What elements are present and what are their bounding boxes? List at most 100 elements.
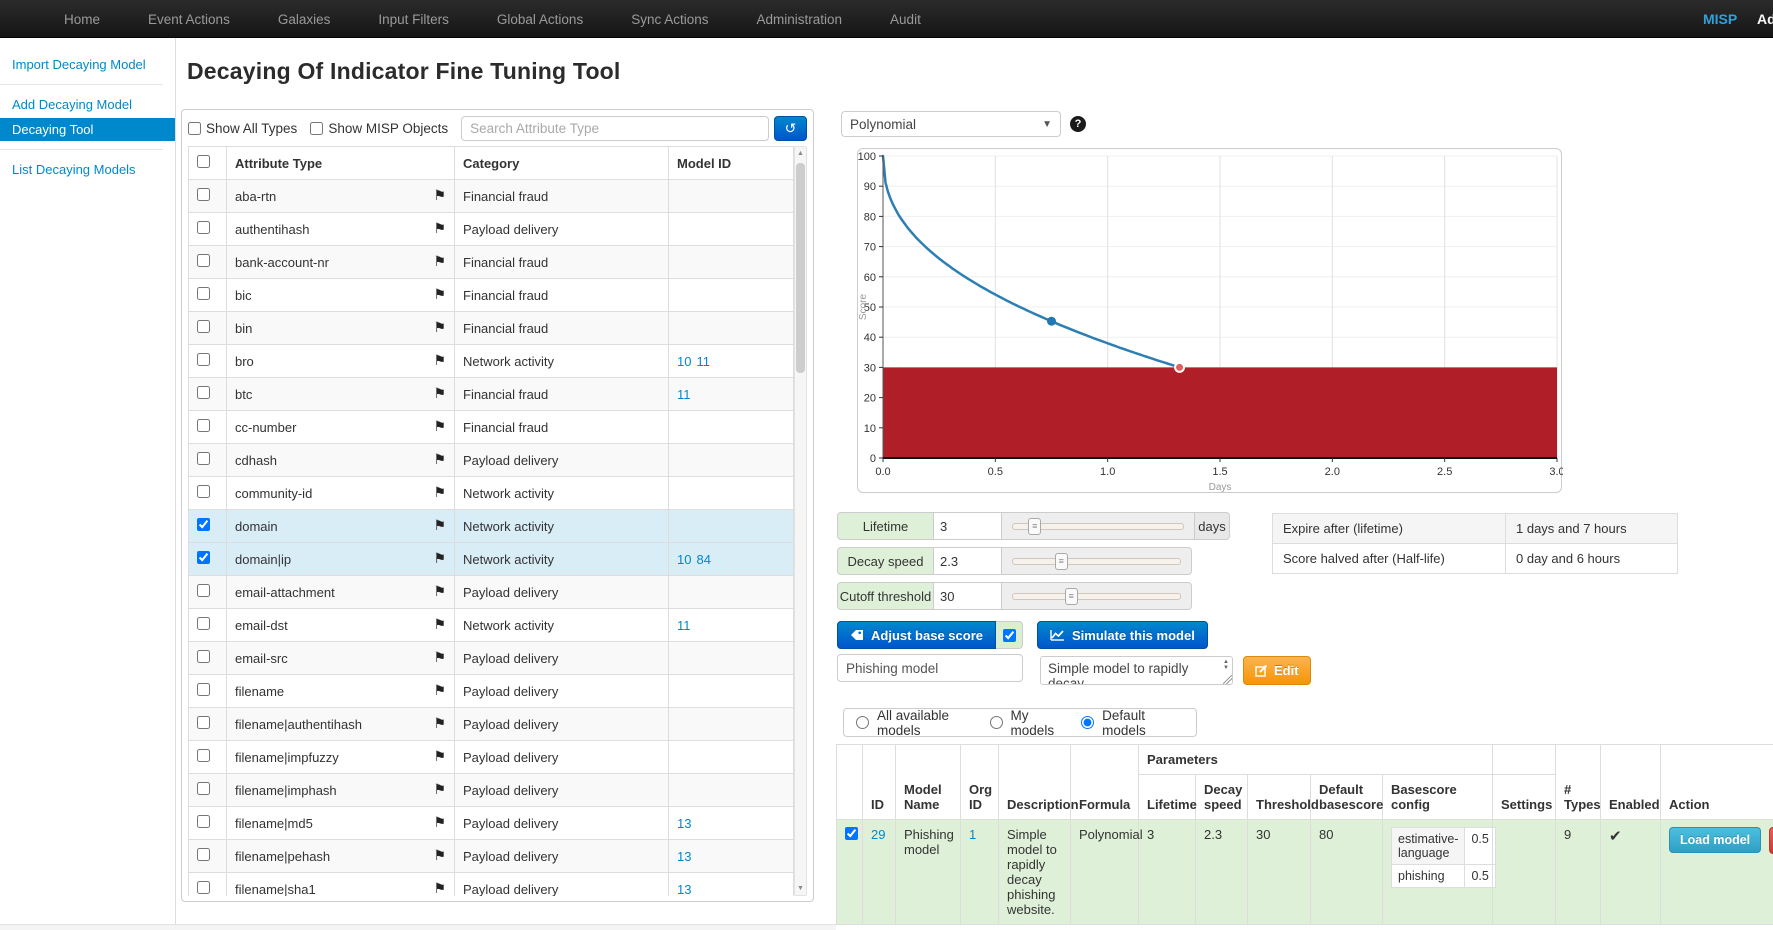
misp-brand[interactable]: MISP	[1703, 11, 1737, 27]
attribute-checkbox[interactable]	[197, 848, 210, 861]
flag-icon[interactable]: ⚑	[433, 286, 446, 303]
model-id-link[interactable]: 84	[696, 552, 710, 567]
spinner-down-icon[interactable]: ▼	[1223, 665, 1229, 671]
slider-handle[interactable]: ≡	[1055, 553, 1068, 570]
sidebar-item[interactable]: Add Decaying Model	[0, 93, 175, 116]
scrollbar[interactable]: ▲ ▼	[794, 146, 807, 896]
attribute-checkbox[interactable]	[197, 749, 210, 762]
flag-icon[interactable]: ⚑	[433, 517, 446, 534]
model-id-link[interactable]: 13	[677, 816, 691, 831]
nav-item[interactable]: Audit	[866, 12, 945, 27]
flag-icon[interactable]: ⚑	[433, 880, 446, 896]
pause-model-button[interactable]	[1769, 827, 1773, 854]
model-id-link[interactable]: 11	[677, 618, 691, 633]
attribute-checkbox[interactable]	[197, 551, 210, 564]
slider-track[interactable]: ≡	[1012, 593, 1181, 600]
model-id-link[interactable]: 11	[696, 354, 710, 369]
scrollbar-thumb[interactable]	[796, 163, 805, 373]
slider-track[interactable]: ≡	[1012, 523, 1184, 530]
model-name-input[interactable]	[837, 654, 1023, 682]
sidebar-item[interactable]: Import Decaying Model	[0, 53, 175, 76]
attribute-checkbox[interactable]	[197, 617, 210, 630]
nav-item[interactable]: Administration	[733, 12, 867, 27]
attribute-checkbox[interactable]	[197, 782, 210, 795]
attribute-checkbox[interactable]	[197, 254, 210, 267]
sidebar-item[interactable]: Decaying Tool	[0, 118, 175, 141]
flag-icon[interactable]: ⚑	[433, 319, 446, 336]
flag-icon[interactable]: ⚑	[433, 352, 446, 369]
decay-chart[interactable]: 01020304050607080901000.00.51.01.52.02.5…	[858, 149, 1563, 494]
search-input[interactable]	[461, 116, 769, 141]
flag-icon[interactable]: ⚑	[433, 847, 446, 864]
flag-icon[interactable]: ⚑	[433, 220, 446, 237]
attribute-checkbox[interactable]	[197, 188, 210, 201]
flag-icon[interactable]: ⚑	[433, 682, 446, 699]
attribute-checkbox[interactable]	[197, 221, 210, 234]
scroll-down-icon[interactable]: ▼	[795, 885, 806, 892]
show-all-types-checkbox[interactable]	[188, 122, 201, 135]
adjust-base-score-button[interactable]: Adjust base score	[837, 621, 996, 649]
help-icon[interactable]: ?	[1070, 116, 1086, 132]
flag-icon[interactable]: ⚑	[433, 748, 446, 765]
spinner-icons[interactable]: ▲ ▼	[1223, 659, 1229, 671]
attribute-checkbox[interactable]	[197, 518, 210, 531]
adjust-base-score-checkbox[interactable]	[1003, 629, 1016, 642]
slider-track[interactable]: ≡	[1012, 558, 1181, 565]
model-scope-radio[interactable]	[856, 716, 869, 729]
attribute-checkbox[interactable]	[197, 881, 210, 894]
model-row-checkbox[interactable]	[845, 827, 858, 840]
flag-icon[interactable]: ⚑	[433, 187, 446, 204]
attribute-checkbox[interactable]	[197, 452, 210, 465]
flag-icon[interactable]: ⚑	[433, 484, 446, 501]
attribute-checkbox[interactable]	[197, 683, 210, 696]
show-misp-objects-checkbox[interactable]	[310, 122, 323, 135]
nav-item[interactable]: Sync Actions	[607, 12, 732, 27]
slider-value-input[interactable]: 2.3	[934, 547, 1002, 575]
select-all-checkbox[interactable]	[197, 155, 210, 168]
model-description-textarea[interactable]: Simple model to rapidly decay	[1040, 656, 1233, 685]
flag-icon[interactable]: ⚑	[433, 781, 446, 798]
model-org-link[interactable]: 1	[969, 827, 976, 842]
nav-user-menu[interactable]: Admin	[1757, 11, 1773, 27]
model-id-link[interactable]: 10	[677, 354, 691, 369]
model-id-link[interactable]: 13	[677, 882, 691, 897]
refresh-button[interactable]: ↺	[774, 116, 807, 141]
scroll-up-icon[interactable]: ▲	[795, 150, 806, 157]
nav-item[interactable]: Home	[40, 12, 124, 27]
model-id-link[interactable]: 11	[677, 387, 691, 402]
nav-item[interactable]: Event Actions	[124, 12, 254, 27]
flag-icon[interactable]: ⚑	[433, 385, 446, 402]
load-model-button[interactable]: Load model	[1669, 827, 1761, 853]
flag-icon[interactable]: ⚑	[433, 550, 446, 567]
attribute-checkbox[interactable]	[197, 650, 210, 663]
flag-icon[interactable]: ⚑	[433, 649, 446, 666]
flag-icon[interactable]: ⚑	[433, 451, 446, 468]
slider-value-input[interactable]: 3	[934, 512, 1002, 540]
flag-icon[interactable]: ⚑	[433, 583, 446, 600]
nav-item[interactable]: Global Actions	[473, 12, 607, 27]
attribute-checkbox[interactable]	[197, 815, 210, 828]
model-scope-radio-label[interactable]: My models	[1011, 708, 1062, 738]
sidebar-item[interactable]: List Decaying Models	[0, 158, 175, 181]
attribute-checkbox[interactable]	[197, 386, 210, 399]
attribute-checkbox[interactable]	[197, 716, 210, 729]
model-id-link[interactable]: 13	[677, 849, 691, 864]
show-misp-objects-label[interactable]: Show MISP Objects	[328, 121, 448, 136]
show-all-types-label[interactable]: Show All Types	[206, 121, 297, 136]
attribute-checkbox[interactable]	[197, 584, 210, 597]
attribute-checkbox[interactable]	[197, 485, 210, 498]
slider-handle[interactable]: ≡	[1065, 588, 1078, 605]
attribute-checkbox[interactable]	[197, 320, 210, 333]
flag-icon[interactable]: ⚑	[433, 715, 446, 732]
model-scope-radio-label[interactable]: All available models	[877, 708, 970, 738]
flag-icon[interactable]: ⚑	[433, 814, 446, 831]
slider-handle[interactable]: ≡	[1028, 518, 1041, 535]
slider-value-input[interactable]: 30	[934, 582, 1002, 610]
flag-icon[interactable]: ⚑	[433, 253, 446, 270]
attribute-checkbox[interactable]	[197, 287, 210, 300]
model-scope-radio-label[interactable]: Default models	[1102, 708, 1172, 738]
formula-select[interactable]: Polynomial ▼	[841, 111, 1061, 137]
model-id-link[interactable]: 29	[871, 827, 885, 842]
model-scope-radio[interactable]	[990, 716, 1003, 729]
model-scope-radio[interactable]	[1081, 716, 1094, 729]
